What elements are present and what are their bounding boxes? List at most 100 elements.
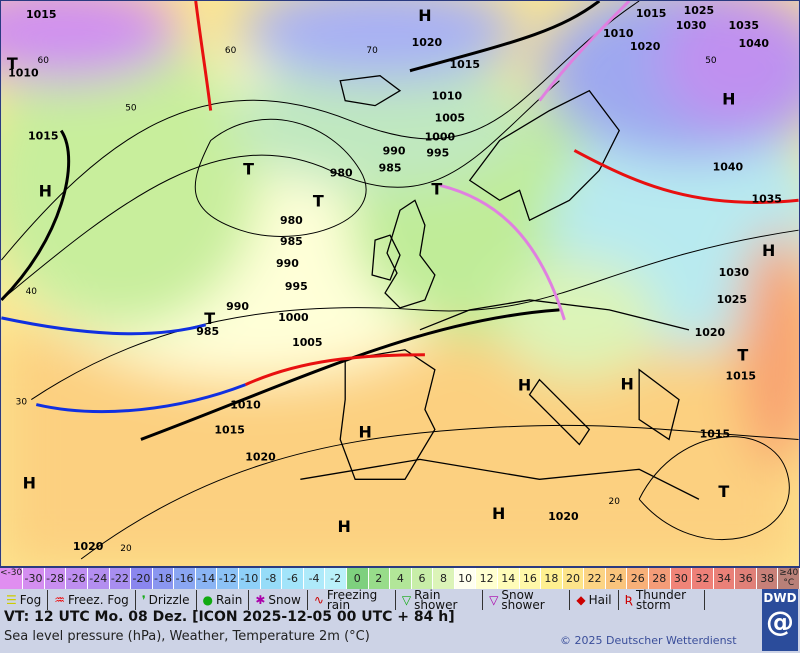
temperature-label: 30	[16, 398, 28, 408]
isobar-label: 1015	[726, 370, 757, 383]
colorbar-cell: 6	[411, 568, 434, 589]
colorbar-cell: -2	[325, 568, 347, 589]
legend-item-fog: ☰ Fog	[0, 590, 49, 610]
low-pressure-label: T	[718, 482, 729, 501]
colorbar-cell: 28	[649, 568, 671, 589]
legend-label: Freezing rain	[326, 588, 378, 612]
high-pressure-label: H	[722, 90, 735, 109]
colorbar-cell: 20	[562, 568, 585, 589]
isobar-label: 1010	[8, 67, 39, 80]
legend-label: Hail	[588, 593, 612, 607]
isobar-label: 985	[379, 161, 402, 174]
isobar-label: 1020	[245, 450, 276, 463]
colorbar-cell: -28	[44, 568, 67, 589]
rain-icon: ●	[202, 593, 213, 607]
legend-label: Rain shower	[414, 588, 458, 612]
isobar-label: 1040	[738, 37, 769, 50]
high-pressure-label: H	[492, 504, 505, 523]
colorbar-cell: 18	[541, 568, 563, 589]
legend-item-thunderstorm: Ʀ Thunder storm	[619, 588, 705, 612]
isobar-label: 1035	[751, 192, 782, 205]
isobar-label: 1020	[548, 510, 579, 523]
temperature-label: 20	[609, 497, 621, 507]
high-pressure-label: H	[621, 375, 634, 394]
high-pressure-label: H	[418, 6, 431, 25]
isobar-label: 1030	[676, 19, 707, 32]
isobar-label: 1015	[28, 130, 59, 143]
legend-item-freezing-fog: ♒ Freez. Fog	[48, 590, 136, 610]
legend-label: Rain	[215, 593, 243, 607]
isobar-label: 1020	[412, 36, 443, 49]
isobar-label: 1010	[230, 399, 261, 412]
valid-time: VT: 12 UTC Mo. 08 Dez. [ICON 2025-12-05 …	[4, 609, 455, 625]
isobar-label: 1015	[450, 58, 481, 71]
temperature-label: 60	[225, 46, 237, 56]
high-pressure-label: H	[39, 181, 52, 200]
legend-item-rain: ● Rain	[197, 590, 250, 610]
isobar-label: 1010	[603, 27, 634, 40]
isobar-label: 1015	[636, 7, 667, 20]
weather-legend: ☰ Fog ♒ Freez. Fog ❜ Drizzle ● Rain ✱ Snow ∿ Freezi…	[0, 589, 760, 611]
isobar-label: 990	[383, 144, 406, 157]
isobar-label: 1030	[719, 266, 750, 279]
legend-label: Snow shower	[501, 588, 545, 612]
low-pressure-label: T	[243, 159, 254, 178]
freezing-fog-icon: ♒	[54, 593, 65, 607]
isobar-label: 995	[285, 280, 308, 293]
high-pressure-label: H	[23, 473, 36, 492]
colorbar-cell: 24	[605, 568, 628, 589]
isobar-label: 985	[196, 325, 219, 338]
warm-front	[573, 149, 799, 204]
legend-item-snow-shower: ▽ Snow shower	[483, 588, 571, 612]
low-pressure-label: T	[431, 179, 442, 198]
colorbar-cell: 30	[670, 568, 693, 589]
warm-front	[194, 1, 213, 111]
colorbar-cell: -10	[239, 568, 261, 589]
colorbar-cell: -26	[66, 568, 88, 589]
temperature-label: 70	[366, 46, 378, 56]
isobar-label: 1015	[700, 427, 731, 440]
low-pressure-label: T	[313, 191, 324, 210]
colorbar-cell: ≥40 °C	[778, 568, 800, 589]
legend-item-snow: ✱ Snow	[249, 590, 308, 610]
legend-label: Thunder storm	[635, 588, 687, 612]
isobar-label: 1015	[214, 423, 245, 436]
rain-shower-icon: ▽	[401, 593, 412, 607]
dwd-logo-text: DWD	[763, 591, 797, 605]
isobar-label: 1025	[717, 293, 748, 306]
colorbar-cell: <-30	[0, 568, 24, 589]
isobar-label: 980	[280, 214, 303, 227]
colorbar-cell: 22	[584, 568, 606, 589]
isobar-label: 1020	[695, 326, 726, 339]
temperature-label: 50	[705, 56, 717, 66]
isobars	[1, 1, 799, 560]
legend-label: Snow	[268, 593, 301, 607]
legend-label: Freez. Fog	[67, 593, 129, 607]
isobar-label: 1020	[73, 540, 104, 553]
legend-item-drizzle: ❜ Drizzle	[136, 590, 197, 610]
low-pressure-label: T	[7, 54, 18, 73]
isobar-label: 990	[226, 300, 249, 313]
legend-item-rain-shower: ▽ Rain shower	[396, 588, 484, 612]
legend-label: Drizzle	[148, 593, 190, 607]
low-pressure-label: T	[737, 346, 748, 365]
isobar-label: 990	[276, 257, 299, 270]
isobar-label: 1000	[278, 311, 309, 324]
snow-shower-icon: ▽	[489, 593, 499, 607]
isobar-label: 980	[330, 166, 353, 179]
spiral-icon: @	[766, 605, 794, 638]
colorbar-cell: 36	[735, 568, 757, 589]
cold-front	[35, 383, 247, 414]
dwd-logo: DWD @	[762, 589, 798, 651]
colorbar-cell: 16	[519, 568, 542, 589]
map-subtitle: Sea level pressure (hPa), Weather, Tempe…	[4, 629, 370, 644]
colorbar-cell: 38	[756, 568, 779, 589]
cold-front	[1, 316, 207, 336]
occlusion	[538, 1, 631, 102]
colorbar-cell: 2	[368, 568, 391, 589]
colorbar-cell: 0	[346, 568, 369, 589]
high-pressure-label: H	[358, 422, 371, 441]
isobar-label: 985	[280, 235, 303, 248]
legend-item-hail: ◆ Hail	[570, 590, 619, 610]
temperature-label: 60	[38, 56, 50, 66]
